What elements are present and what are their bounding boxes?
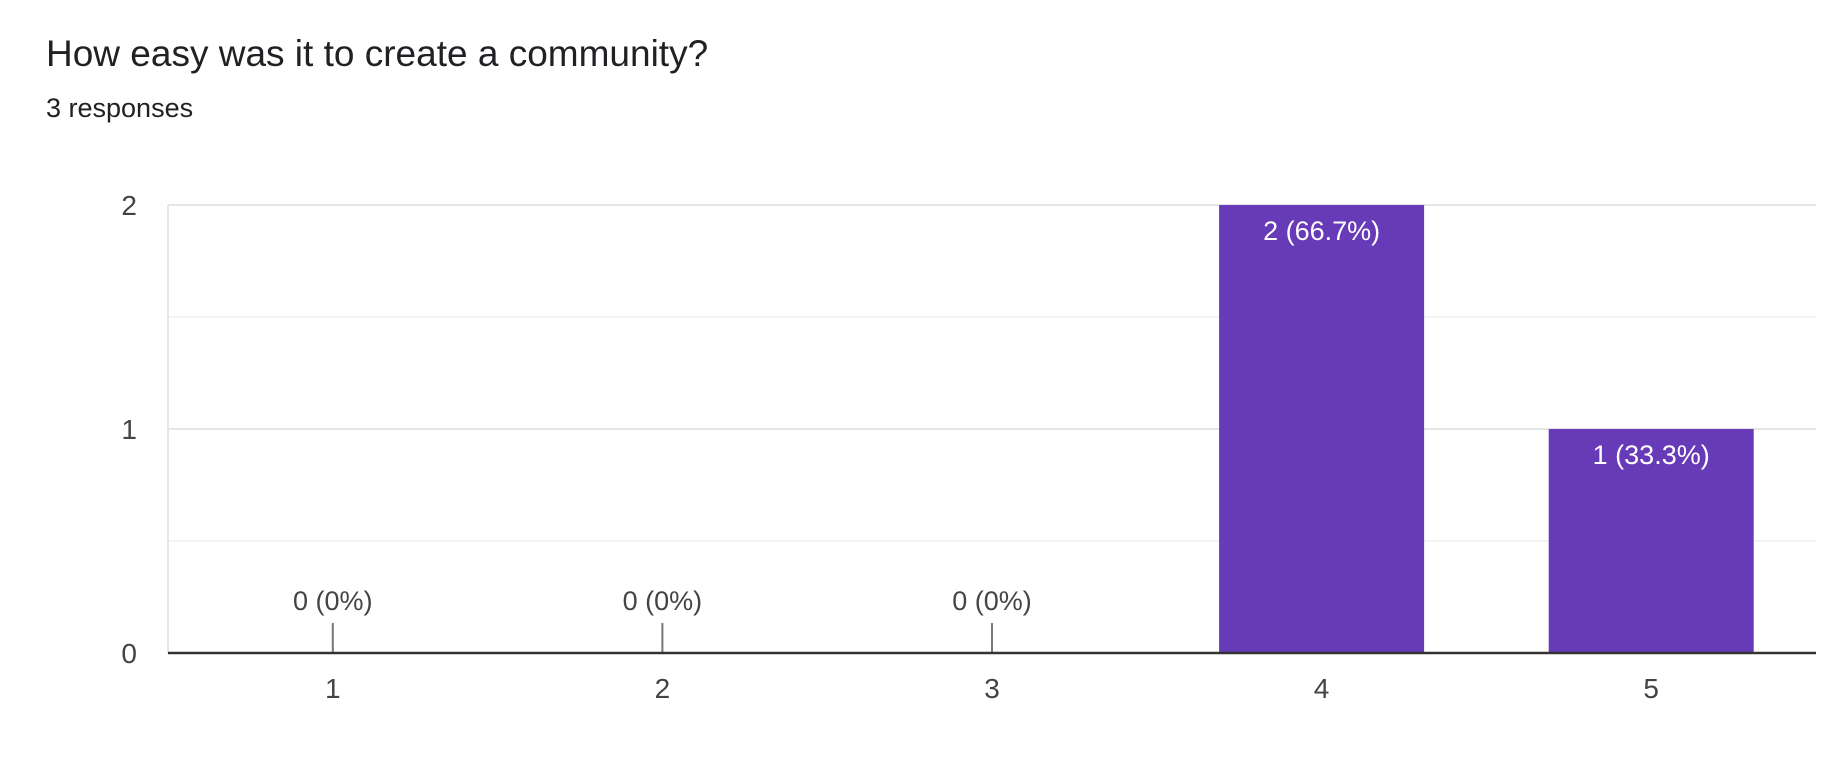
y-tick-label: 1 [121,414,137,445]
data-label-2: 0 (0%) [623,586,703,616]
data-label-4: 2 (66.7%) [1263,216,1380,246]
bar-4 [1219,205,1425,653]
response-count: 3 responses [46,93,194,123]
x-tick-label-4: 4 [1314,673,1330,704]
chart-title: How easy was it to create a community? [46,33,709,74]
bar-5 [1548,429,1754,653]
x-tick-label-5: 5 [1643,673,1659,704]
x-tick-label-3: 3 [984,673,1000,704]
x-axis-ticks: 1 2 3 4 5 [325,673,1659,704]
y-tick-label: 0 [121,638,137,669]
chart-header: How easy was it to create a community? 3… [46,30,708,124]
grid-lines [167,204,1816,653]
y-axis-ticks: 0 1 2 [121,190,137,669]
x-tick-label-1: 1 [325,673,341,704]
data-label-3: 0 (0%) [952,586,1032,616]
data-label-1: 0 (0%) [293,586,373,616]
data-label-5: 1 (33.3%) [1593,440,1710,470]
data-labels: 0 (0%) 0 (0%) 0 (0%) 2 (66.7%) 1 (33.3%) [293,216,1710,616]
bars [331,205,1754,653]
x-tick-label-2: 2 [655,673,671,704]
y-tick-label: 2 [121,190,137,221]
